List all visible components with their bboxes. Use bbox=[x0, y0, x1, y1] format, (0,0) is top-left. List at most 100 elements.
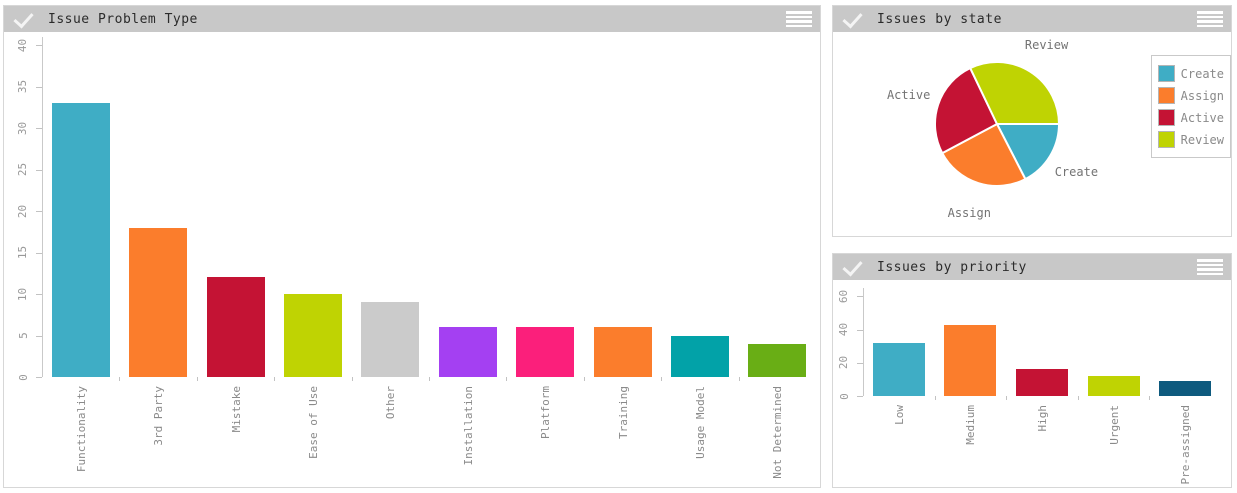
panel-issues-by-priority: Issues by priority 0 20 40 60 Low Medium High U… bbox=[832, 253, 1232, 488]
legend-label: Active bbox=[1180, 110, 1224, 125]
y-tick bbox=[36, 335, 42, 337]
y-tick-label: 0 bbox=[837, 392, 851, 400]
pie-svg bbox=[934, 61, 1060, 187]
y-tick bbox=[36, 211, 42, 212]
x-axis-label: Usage Model bbox=[693, 386, 707, 459]
x-tick bbox=[506, 377, 508, 381]
x-axis-label: High bbox=[1036, 405, 1049, 432]
pie-label: Active bbox=[886, 88, 931, 102]
y-tick-label: 25 bbox=[16, 162, 30, 177]
menu-icon[interactable] bbox=[1197, 10, 1223, 28]
x-axis-label: Not Determined bbox=[771, 386, 785, 479]
bar[interactable] bbox=[593, 327, 652, 377]
panel-issue-problem-type: Issue Problem Type 0 5 10 15 20 25 30 35 40 Funct… bbox=[3, 5, 821, 488]
panel-issues-by-state: Issues by state Create Assign Active Review… bbox=[832, 5, 1232, 237]
legend-item[interactable]: Create bbox=[1157, 65, 1224, 82]
bar[interactable] bbox=[438, 327, 497, 377]
y-tick-label: 40 bbox=[837, 322, 851, 337]
x-tick bbox=[661, 377, 663, 381]
x-tick bbox=[738, 377, 740, 381]
x-tick bbox=[1006, 396, 1008, 400]
pie-label: Assign bbox=[947, 205, 991, 220]
legend-item[interactable]: Active bbox=[1157, 109, 1224, 126]
y-tick-label: 0 bbox=[16, 373, 30, 381]
y-axis-line bbox=[863, 288, 864, 396]
y-tick bbox=[857, 296, 863, 298]
y-tick bbox=[36, 294, 42, 295]
pie-slice[interactable] bbox=[941, 123, 1027, 187]
bar[interactable] bbox=[1016, 369, 1068, 396]
panel-title: Issues by priority bbox=[877, 259, 1027, 275]
menu-icon[interactable] bbox=[786, 10, 812, 28]
bar[interactable] bbox=[361, 302, 420, 377]
x-axis-label: Platform bbox=[539, 386, 553, 439]
legend-label: Create bbox=[1180, 66, 1224, 81]
bar[interactable] bbox=[1159, 381, 1212, 396]
pie-label: Review bbox=[1024, 38, 1069, 53]
y-tick bbox=[36, 86, 42, 88]
y-tick bbox=[36, 252, 42, 254]
bar[interactable] bbox=[51, 103, 110, 377]
panel-header[interactable]: Issues by state bbox=[833, 6, 1231, 32]
x-axis-label: Functionality bbox=[74, 386, 88, 473]
x-axis-label: Pre-assigned bbox=[1179, 405, 1193, 485]
y-tick-label: 30 bbox=[16, 121, 30, 135]
bar-chart-problem-type: 0 5 10 15 20 25 30 35 40 Functionality 3rd Party Mi… bbox=[4, 32, 820, 487]
x-tick bbox=[583, 377, 585, 381]
bar[interactable] bbox=[872, 342, 925, 396]
legend-item[interactable]: Assign bbox=[1157, 87, 1224, 104]
y-tick-label: 60 bbox=[837, 289, 851, 304]
y-tick-label: 5 bbox=[16, 332, 30, 339]
panel-header[interactable]: Issues by priority bbox=[833, 254, 1231, 280]
x-axis-label: Training bbox=[616, 386, 630, 439]
x-tick bbox=[196, 377, 198, 381]
x-tick bbox=[119, 377, 121, 381]
pie-slice[interactable] bbox=[969, 61, 1060, 125]
panel-header[interactable]: Issue Problem Type bbox=[4, 6, 820, 32]
legend-label: Assign bbox=[1180, 88, 1224, 103]
check-icon bbox=[842, 7, 863, 29]
pie-legend: Create Assign Active Review bbox=[1150, 55, 1231, 158]
legend-item[interactable]: Review bbox=[1157, 131, 1224, 148]
bar[interactable] bbox=[283, 294, 342, 377]
check-icon bbox=[842, 255, 863, 277]
x-axis-label: Urgent bbox=[1107, 405, 1121, 445]
y-tick-label: 40 bbox=[16, 38, 30, 52]
pie-slice[interactable] bbox=[996, 123, 1060, 181]
check-icon bbox=[13, 7, 34, 29]
menu-icon[interactable] bbox=[1197, 258, 1223, 276]
y-tick-label: 35 bbox=[16, 79, 30, 94]
bar[interactable] bbox=[944, 324, 997, 396]
x-tick bbox=[934, 396, 936, 400]
x-axis-label: Mistake bbox=[229, 386, 243, 433]
bar[interactable] bbox=[516, 327, 575, 377]
bar-chart-issues-by-priority: 0 20 40 60 Low Medium High Urgent Pre-assigned bbox=[833, 280, 1231, 487]
y-tick bbox=[36, 169, 42, 171]
y-tick bbox=[857, 362, 863, 364]
y-axis-line bbox=[42, 37, 43, 377]
bar[interactable] bbox=[670, 335, 729, 377]
x-axis-label: Other bbox=[384, 386, 398, 420]
panel-title: Issue Problem Type bbox=[48, 11, 198, 27]
bar[interactable] bbox=[748, 343, 807, 377]
legend-swatch bbox=[1157, 87, 1175, 104]
bar[interactable] bbox=[206, 277, 265, 377]
bar[interactable] bbox=[129, 227, 188, 377]
panel-title: Issues by state bbox=[877, 11, 1002, 27]
x-axis-label: Ease of Use bbox=[306, 386, 320, 459]
x-tick bbox=[1077, 396, 1079, 400]
x-axis-label: Medium bbox=[964, 405, 978, 445]
y-tick-label: 20 bbox=[837, 356, 851, 370]
y-tick bbox=[36, 128, 42, 129]
x-axis-label: Low bbox=[892, 405, 906, 425]
x-tick bbox=[351, 377, 353, 381]
legend-swatch bbox=[1157, 131, 1175, 148]
y-tick bbox=[857, 396, 863, 397]
pie-slice[interactable] bbox=[934, 67, 998, 155]
y-tick bbox=[857, 329, 863, 331]
legend-swatch bbox=[1157, 65, 1175, 82]
bar[interactable] bbox=[1087, 376, 1140, 396]
x-axis-label: Installation bbox=[461, 386, 475, 466]
x-tick bbox=[1149, 396, 1151, 400]
